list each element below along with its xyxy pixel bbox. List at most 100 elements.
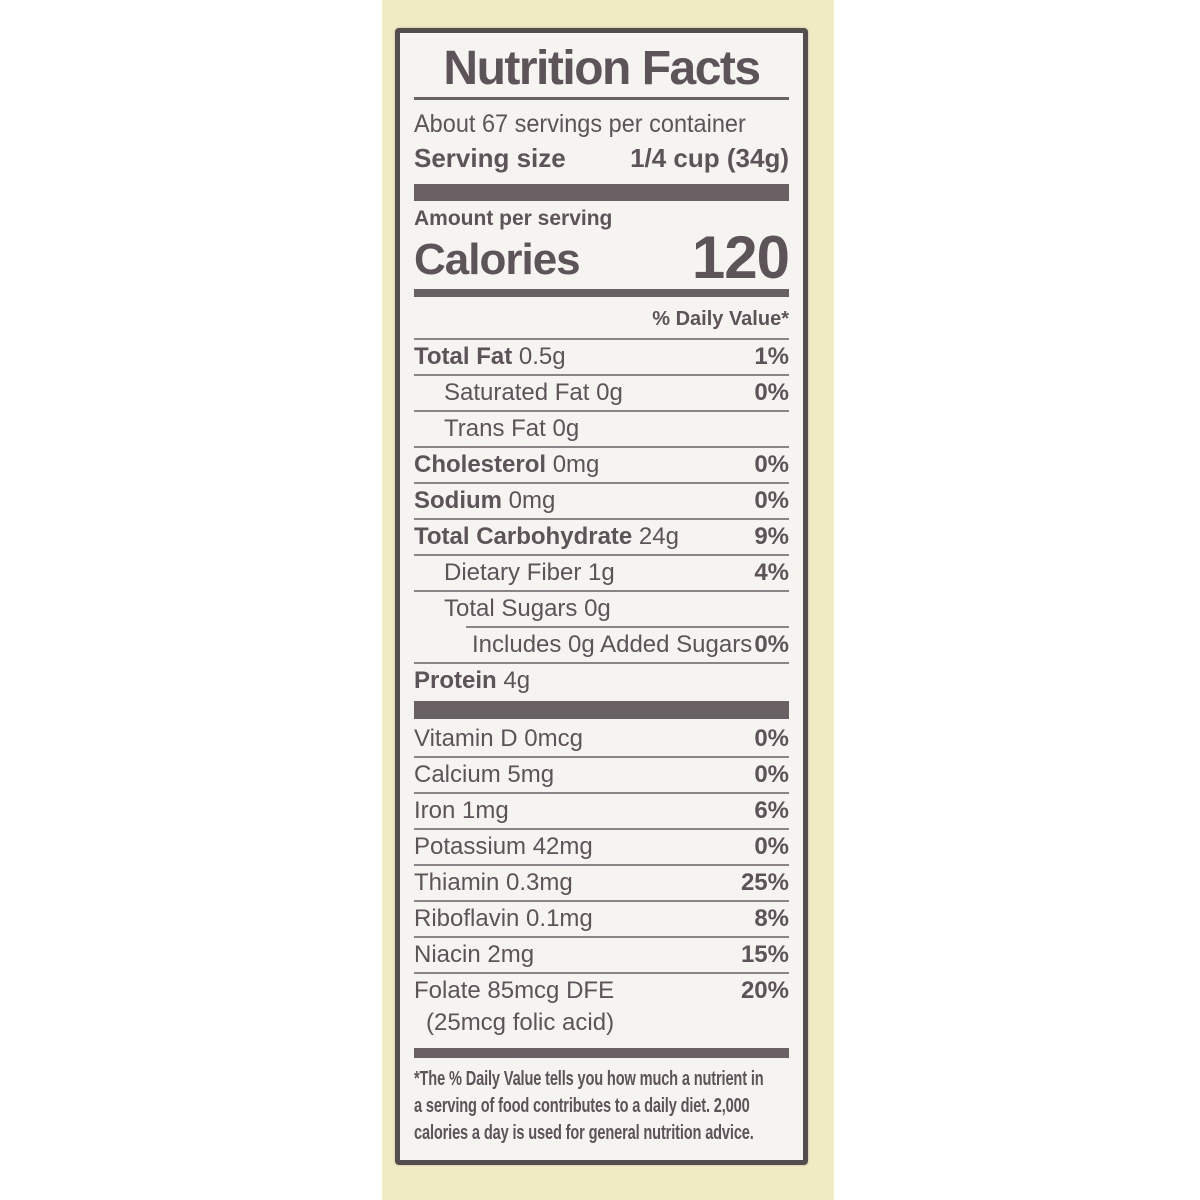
separator-rule bbox=[414, 554, 789, 556]
micronutrient-name: Riboflavin 0.1mg bbox=[414, 905, 593, 932]
calories-row: Calories 120 bbox=[414, 224, 790, 291]
nutrient-daily-value: 1% bbox=[754, 343, 789, 370]
footnote-line: a serving of food contributes to a daily… bbox=[414, 1095, 750, 1117]
footnote-line: calories a day is used for general nutri… bbox=[414, 1122, 754, 1144]
separator-rule bbox=[414, 756, 789, 758]
serving-size-label: Serving size bbox=[414, 143, 566, 173]
nutrient-row: Total Sugars 0g bbox=[414, 592, 789, 626]
micronutrient-row: Niacin 2mg 15% bbox=[414, 938, 789, 972]
nutrient-name: Total Sugars bbox=[444, 595, 578, 622]
divider-bar-footnote bbox=[414, 1048, 789, 1058]
micronutrient-row: Riboflavin 0.1mg 8% bbox=[414, 902, 789, 936]
nutrient-name-group: Total Sugars 0g bbox=[444, 596, 611, 622]
nutrient-name: Dietary Fiber bbox=[444, 559, 582, 586]
micronutrient-daily-value: 6% bbox=[754, 797, 789, 824]
calories-label: Calories bbox=[414, 235, 581, 284]
nutrient-name-group: Total Carbohydrate 24g bbox=[414, 524, 679, 550]
separator-rule bbox=[414, 518, 789, 520]
separator-rule bbox=[414, 936, 789, 938]
separator-rule bbox=[414, 662, 789, 664]
nutrient-name-group: Total Fat 0.5g bbox=[414, 344, 566, 370]
nutrient-amount: 0.5g bbox=[512, 343, 566, 370]
nutrient-daily-value: 0% bbox=[754, 487, 789, 514]
nutrient-row: Protein 4g bbox=[414, 664, 789, 698]
divider-bar-section bbox=[414, 701, 789, 719]
micronutrient-name: Thiamin 0.3mg bbox=[414, 869, 573, 896]
separator-rule bbox=[414, 482, 789, 484]
nutrient-name: Sodium bbox=[414, 487, 502, 514]
separator-rule bbox=[414, 338, 789, 340]
nutrient-name-group: Saturated Fat 0g bbox=[444, 380, 623, 406]
footnote: *The % Daily Value tells you how much a … bbox=[414, 1066, 789, 1147]
amount-per-serving: Amount per serving bbox=[414, 207, 613, 230]
nutrient-daily-value: 0% bbox=[754, 379, 789, 406]
nutrient-name-group: Dietary Fiber 1g bbox=[444, 560, 615, 586]
micronutrient-name: Potassium 42mg bbox=[414, 833, 593, 860]
nutrient-amount: 0mg bbox=[502, 487, 556, 514]
micronutrient-row: Iron 1mg 6% bbox=[414, 794, 789, 828]
divider-bar-thick bbox=[414, 184, 789, 201]
nutrient-rows: Total Fat 0.5g 1% Saturated Fat 0g 0% Trans … bbox=[414, 340, 789, 698]
separator-rule bbox=[466, 626, 789, 628]
micronutrient-rows: Vitamin D 0mcg 0% Calcium 5mg 0% Iron 1mg 6% P… bbox=[414, 722, 789, 1042]
micronutrient-daily-value: 8% bbox=[754, 905, 789, 932]
micronutrient-row: Potassium 42mg 0% bbox=[414, 830, 789, 864]
package-surface: Nutrition Facts About 67 servings per co… bbox=[382, 0, 834, 1200]
nutrient-amount: 0g bbox=[589, 379, 623, 406]
nutrient-amount: 24g bbox=[632, 523, 679, 550]
divider-bar-medium bbox=[414, 289, 789, 297]
micronutrient-name: Iron 1mg bbox=[414, 797, 509, 824]
nutrient-name: Includes 0g Added Sugars bbox=[472, 631, 753, 658]
nutrition-facts-label: Nutrition Facts About 67 servings per co… bbox=[395, 28, 808, 1165]
micronutrient-row: Thiamin 0.3mg 25% bbox=[414, 866, 789, 900]
nutrient-amount: 1g bbox=[581, 559, 615, 586]
nutrient-name: Protein bbox=[414, 667, 497, 694]
separator-rule bbox=[414, 374, 789, 376]
micronutrient-daily-value: 25% bbox=[740, 869, 789, 896]
micronutrient-daily-value: 0% bbox=[754, 725, 789, 752]
micronutrient-name: Folate 85mcg DFE bbox=[414, 977, 615, 1004]
label-title: Nutrition Facts bbox=[443, 42, 761, 95]
nutrient-row: Includes 0g Added Sugars 0% bbox=[414, 628, 789, 662]
micronutrient-row: Folate 85mcg DFE 20% bbox=[414, 974, 789, 1008]
nutrient-name-group: Protein 4g bbox=[414, 668, 530, 694]
micronutrient-name: Calcium 5mg bbox=[414, 761, 555, 788]
calories-value: 120 bbox=[691, 224, 790, 291]
nutrient-name-group: Trans Fat 0g bbox=[444, 416, 579, 442]
micronutrient-daily-value: 0% bbox=[754, 761, 789, 788]
separator-rule bbox=[414, 446, 789, 448]
serving-size-row: Serving size 1/4 cup (34g) bbox=[414, 142, 789, 174]
nutrient-name: Trans Fat bbox=[444, 415, 546, 442]
separator-rule bbox=[414, 792, 789, 794]
micronutrient-row: Vitamin D 0mcg 0% bbox=[414, 722, 789, 756]
nutrient-name: Cholesterol bbox=[414, 451, 547, 478]
nutrient-amount: 0mg bbox=[546, 451, 600, 478]
footnote-line: *The % Daily Value tells you how much a … bbox=[414, 1068, 764, 1090]
nutrient-row: Cholesterol 0mg 0% bbox=[414, 448, 789, 482]
nutrient-row: Sodium 0mg 0% bbox=[414, 484, 789, 518]
separator-rule bbox=[414, 972, 789, 974]
servings-per-container: About 67 servings per container bbox=[414, 110, 746, 138]
nutrient-name: Saturated Fat bbox=[444, 379, 590, 406]
nutrient-daily-value: 9% bbox=[754, 523, 789, 550]
separator-rule bbox=[414, 828, 789, 830]
nutrient-row: Saturated Fat 0g 0% bbox=[414, 376, 789, 410]
micronutrient-note: (25mcg folic acid) bbox=[426, 1009, 615, 1036]
micronutrient-row: Calcium 5mg 0% bbox=[414, 758, 789, 792]
nutrient-name-group: Cholesterol 0mg bbox=[414, 452, 599, 478]
nutrient-row: Trans Fat 0g bbox=[414, 412, 789, 446]
nutrient-amount: 4g bbox=[496, 667, 531, 694]
nutrient-daily-value: 0% bbox=[754, 451, 789, 478]
micronutrient-name: Vitamin D 0mcg bbox=[414, 725, 583, 752]
nutrient-daily-value: 4% bbox=[754, 559, 789, 586]
micronutrient-daily-value: 20% bbox=[740, 977, 789, 1004]
nutrient-row: Dietary Fiber 1g 4% bbox=[414, 556, 789, 590]
separator-rule bbox=[414, 864, 789, 866]
separator-rule bbox=[414, 590, 789, 592]
nutrient-name-group: Includes 0g Added Sugars bbox=[472, 632, 752, 658]
nutrient-row: Total Fat 0.5g 1% bbox=[414, 340, 789, 374]
nutrient-amount: 0g bbox=[545, 415, 580, 442]
title-rule bbox=[414, 97, 789, 100]
micronutrient-name: Niacin 2mg bbox=[414, 941, 535, 968]
